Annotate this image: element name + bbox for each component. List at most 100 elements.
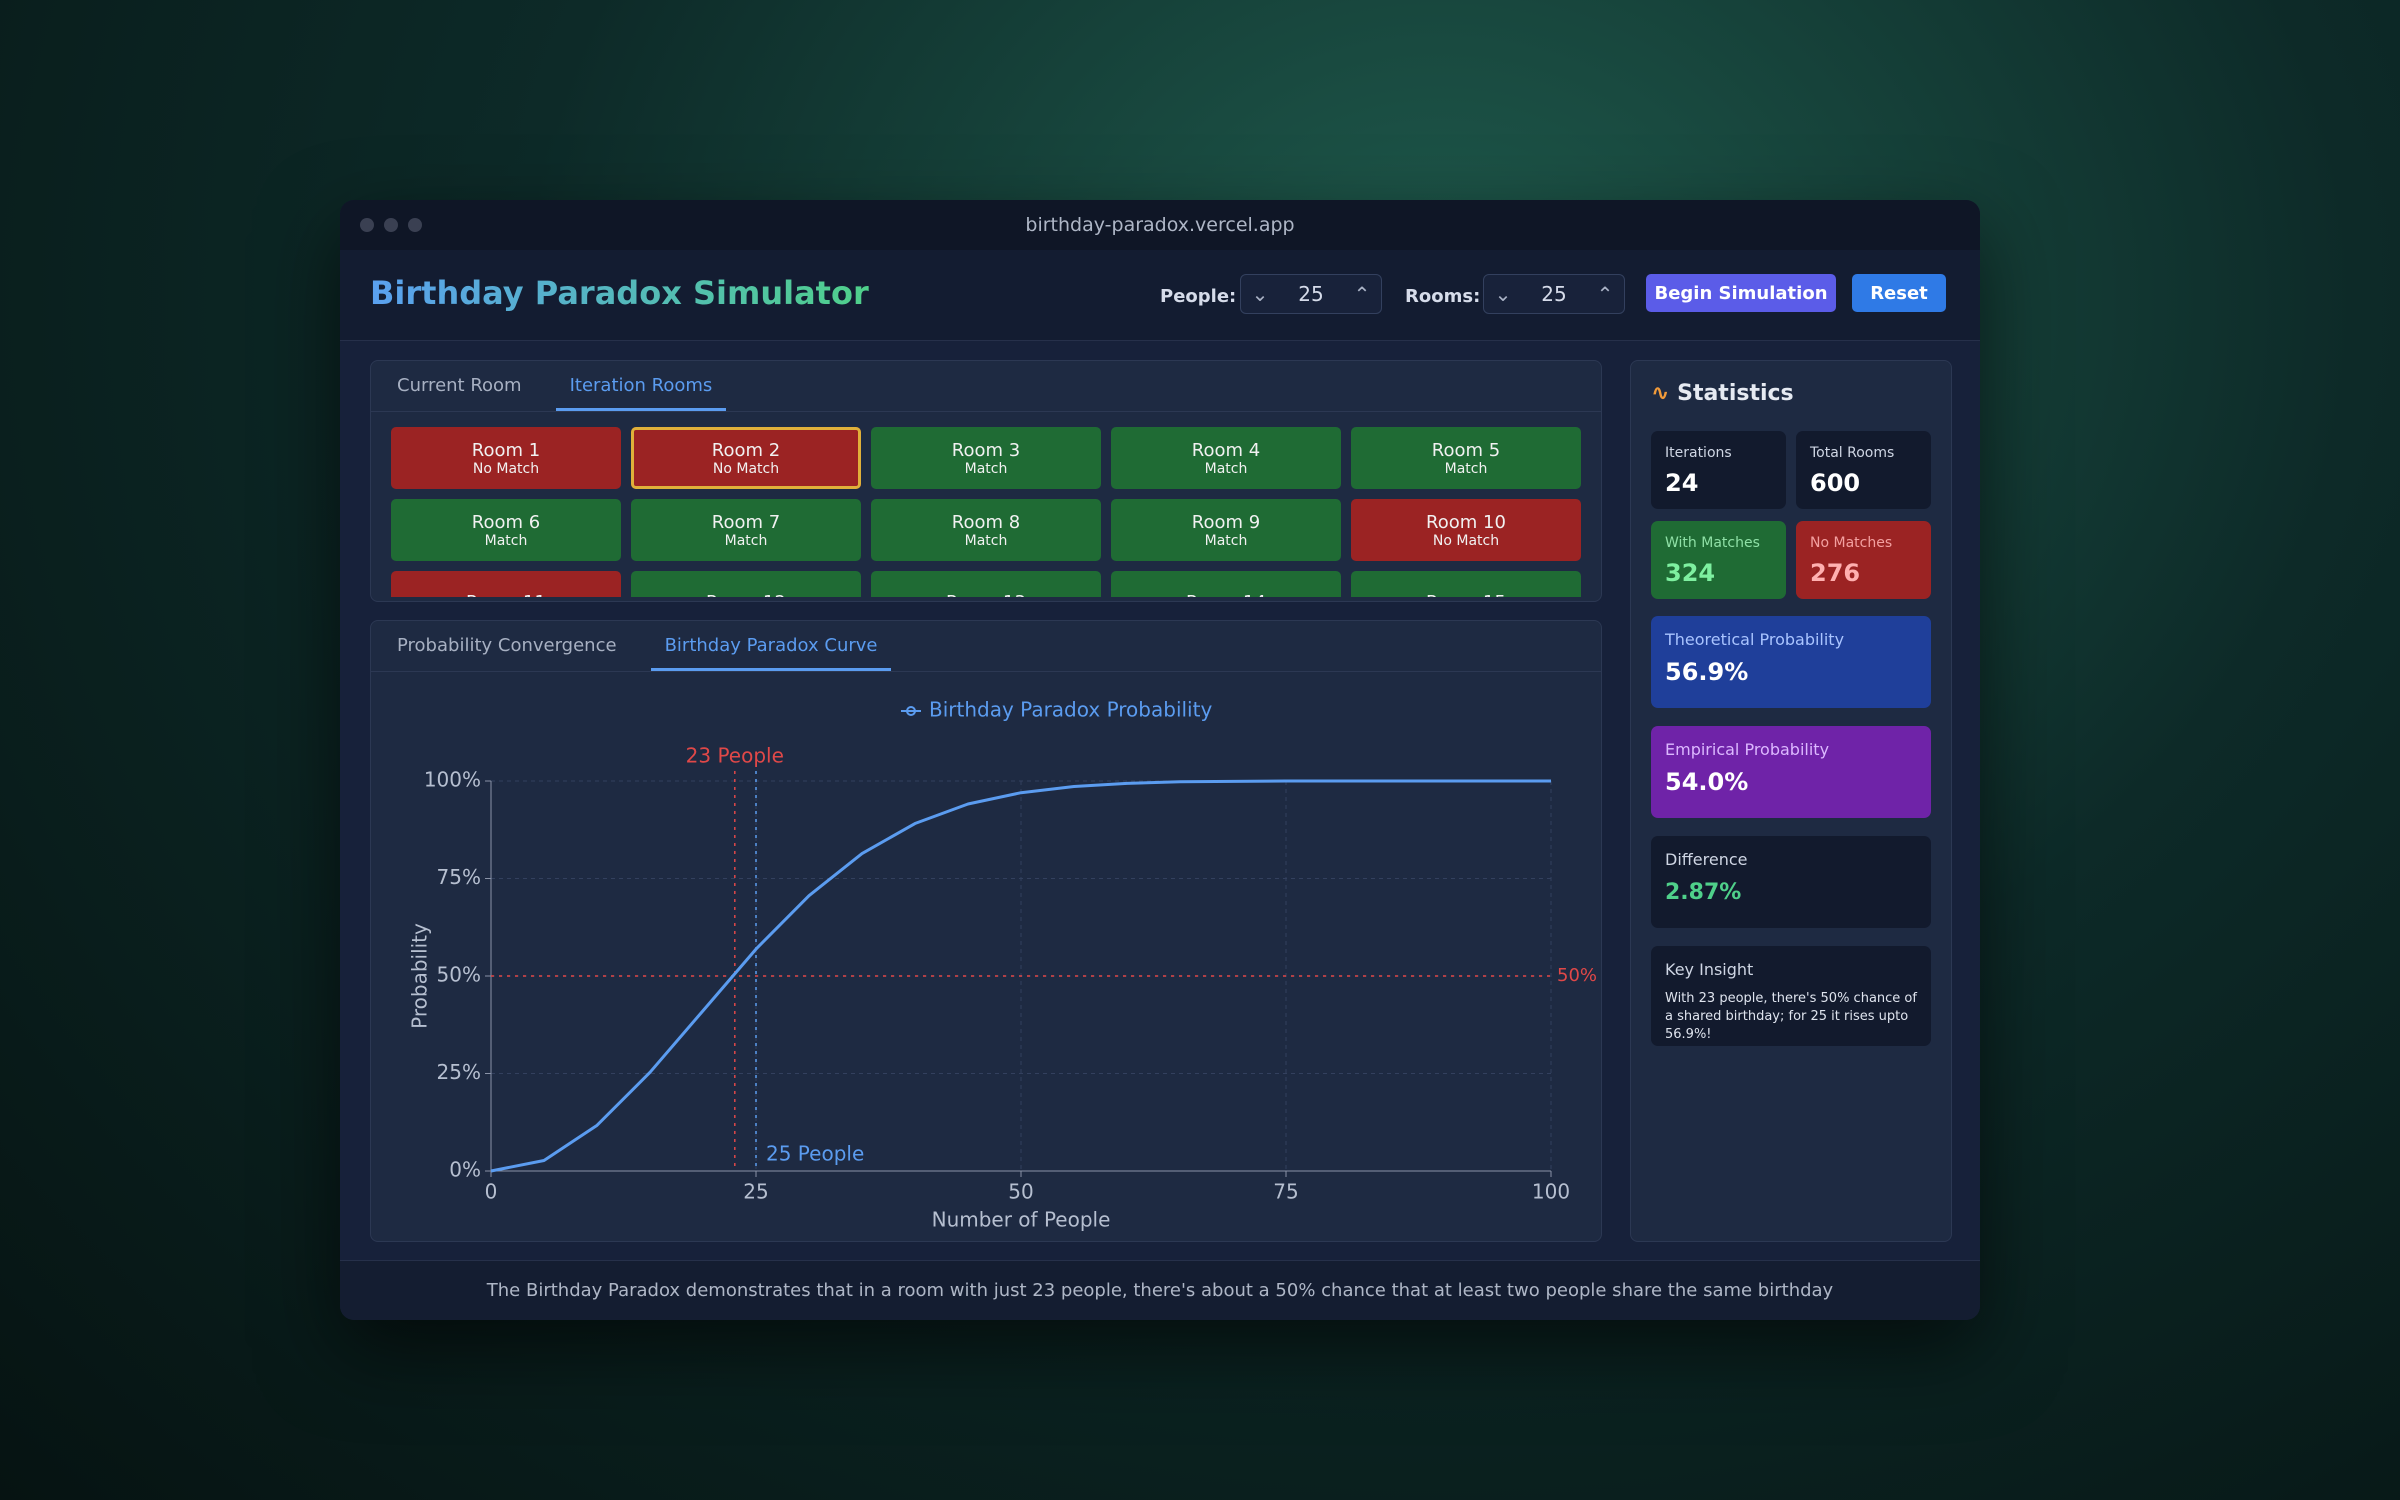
people-value: 25 (1298, 282, 1324, 306)
room-status: Match (964, 460, 1008, 477)
room-card[interactable]: Room 2 No Match (631, 427, 861, 489)
room-card[interactable]: Room 10 No Match (1351, 499, 1581, 561)
tab[interactable]: Birthday Paradox Curve (650, 635, 892, 671)
people-input[interactable]: ⌄ 25 ⌃ (1240, 274, 1382, 314)
tab[interactable]: Current Room (397, 375, 522, 396)
tile-value: 324 (1665, 559, 1716, 587)
room-status: No Match (472, 460, 540, 477)
room-status: Match (1204, 532, 1248, 549)
increment[interactable]: ⌃ (1353, 282, 1371, 306)
legend-label: Birthday Paradox Probability (929, 698, 1212, 722)
tile-label: Theoretical Probability (1665, 630, 1845, 649)
y-tick-label: 25% (437, 1060, 481, 1084)
room-card[interactable]: Room 3 Match (871, 427, 1101, 489)
tile-value: 54.0% (1665, 768, 1749, 796)
room-status: Match (964, 532, 1008, 549)
room-card[interactable]: Room 8 Match (871, 499, 1101, 561)
room-name: Room 7 (711, 511, 781, 533)
decrement[interactable]: ⌄ (1251, 282, 1269, 306)
chart: 0% 25% 50% 75% 100% 0 25 50 75 100 Number of Peopl… (408, 698, 1598, 1232)
line (490, 779, 1551, 1173)
x-tick-label: 75 (1273, 1180, 1298, 1204)
room-card[interactable]: Room 1 No Match (391, 427, 621, 489)
room-card[interactable]: Room 14 (1111, 571, 1341, 597)
decrement[interactable]: ⌄ (1494, 282, 1512, 306)
room-status: Match (1204, 460, 1248, 477)
close-dot[interactable] (360, 218, 374, 232)
x-tick-label: 50 (1008, 1180, 1033, 1204)
tile-label: Empirical Probability (1665, 740, 1830, 759)
x-tick-label: 100 (1532, 1180, 1570, 1204)
browser-window: birthday-paradox.vercel.app Birthday Par… (340, 200, 1980, 1320)
room-status: Match (484, 532, 528, 549)
room-name: Room 13 (946, 592, 1026, 598)
room-card[interactable]: Room 6 Match (391, 499, 621, 561)
pulse-icon: ∿ (1651, 381, 1678, 406)
statistics-title: ∿ Statistics (1651, 381, 1794, 406)
tab[interactable]: Iteration Rooms (555, 375, 727, 411)
iterations-tile: Iterations 24 (1651, 431, 1786, 509)
room-name: Room 9 (1191, 511, 1261, 533)
people-label: People: (1160, 286, 1237, 307)
room-card[interactable]: Room 13 (871, 571, 1101, 597)
insight-tile: Key Insight With 23 people, there's 50% … (1651, 946, 1931, 1046)
legend-marker (906, 706, 916, 716)
room-name: Room 6 (471, 511, 541, 533)
room-name: Room 11 (466, 592, 546, 598)
x-axis-label: Number of People (932, 1208, 1111, 1232)
y-tick-label: 50% (437, 963, 481, 987)
tile-label: Key Insight (1665, 960, 1754, 979)
y-tick-label: 0% (449, 1158, 481, 1182)
with-matches-tile: With Matches 324 (1651, 521, 1786, 599)
maximize-dot[interactable] (408, 218, 422, 232)
reference-label: 23 People (686, 744, 784, 768)
room-name: Room 14 (1186, 592, 1266, 598)
room-name: Room 2 (711, 439, 781, 461)
room-name: Room 4 (1191, 439, 1261, 461)
reference-label: 50% (1557, 965, 1597, 986)
tile-label: Difference (1665, 850, 1748, 869)
header: Birthday Paradox Simulator People: ⌄ 25 … (340, 250, 1980, 341)
chart-panel: Probability Convergence Birthday Paradox … (370, 620, 1602, 1242)
tile-label: No Matches (1810, 535, 1893, 551)
url: birthday-paradox.vercel.app (1025, 214, 1295, 236)
tile-label: With Matches (1665, 535, 1760, 551)
increment[interactable]: ⌃ (1596, 282, 1614, 306)
y-tick-label: 75% (437, 865, 481, 889)
minimize-dot[interactable] (384, 218, 398, 232)
rooms-input[interactable]: ⌄ 25 ⌃ (1483, 274, 1625, 314)
tile-label: Iterations (1665, 445, 1732, 461)
begin-button[interactable]: Begin Simulation (1646, 274, 1836, 312)
empirical-tile: Empirical Probability 54.0% (1651, 726, 1931, 818)
no-matches-tile: No Matches 276 (1796, 521, 1931, 599)
room-name: Room 10 (1426, 511, 1506, 533)
room-status: No Match (1432, 532, 1500, 549)
room-status: Match (724, 532, 768, 549)
statistics-title-text: Statistics (1677, 381, 1794, 406)
tab-bar: Current Room Iteration Rooms (371, 361, 1601, 412)
insight-text: With 23 people, there's 50% chance of a … (1665, 991, 1917, 1042)
room-card[interactable]: Room 11 (391, 571, 621, 597)
room-name: Room 5 (1431, 439, 1501, 461)
tile-value: 24 (1665, 469, 1699, 497)
room-card[interactable]: Room 5 Match (1351, 427, 1581, 489)
room-card[interactable]: Room 7 Match (631, 499, 861, 561)
y-tick-label: 100% (424, 768, 481, 792)
room-card[interactable]: Room 9 Match (1111, 499, 1341, 561)
tab[interactable]: Probability Convergence (397, 635, 617, 656)
room-name: Room 1 (471, 439, 541, 461)
room-card[interactable]: Room 15 (1351, 571, 1581, 597)
tile-value: 2.87% (1665, 880, 1742, 905)
reset-button[interactable]: Reset (1852, 274, 1946, 312)
room-card[interactable]: Room 4 Match (1111, 427, 1341, 489)
room-name: Room 12 (706, 592, 786, 598)
room-grid: Room 1 No Match Room 2 No Match Room 3 Match R… (391, 427, 1581, 597)
reference-label: 25 People (766, 1142, 864, 1166)
tab-bar: Probability Convergence Birthday Paradox … (371, 621, 1601, 672)
rooms-value: 25 (1541, 282, 1567, 306)
title-bar: birthday-paradox.vercel.app (340, 200, 1980, 250)
room-card[interactable]: Room 12 (631, 571, 861, 597)
difference-tile: Difference 2.87% (1651, 836, 1931, 928)
